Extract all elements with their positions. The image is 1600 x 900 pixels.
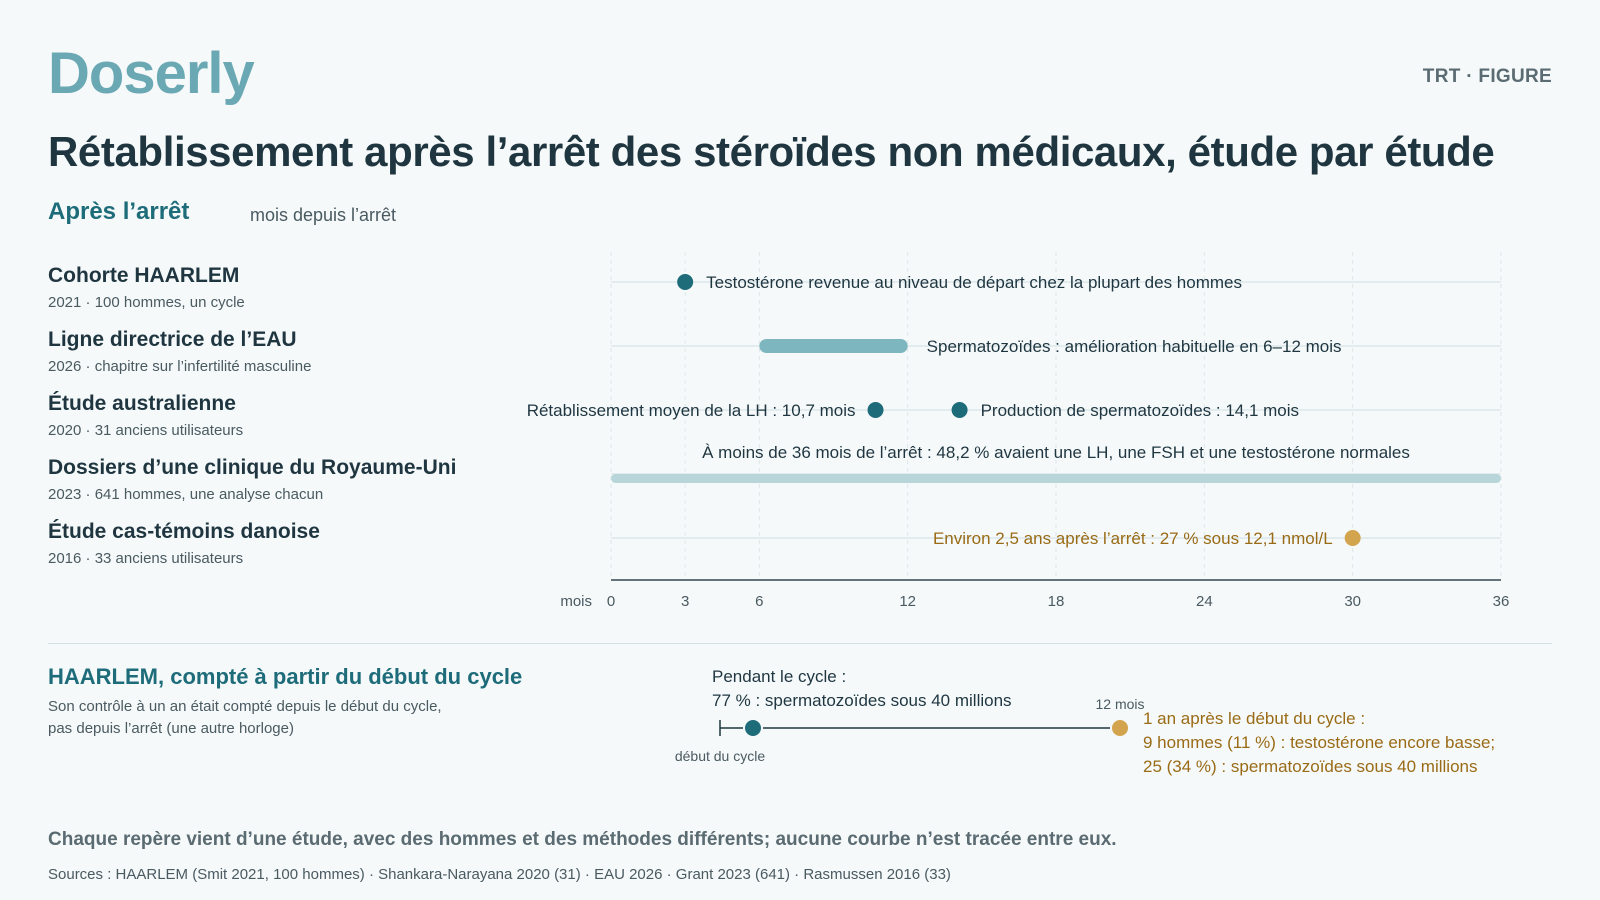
figure-tag: TRT · FIGURE (1422, 66, 1552, 87)
study-name: Étude cas-témoins danoise (48, 520, 320, 543)
data-range-bar (759, 339, 908, 353)
study-meta: 2026 · chapitre sur l’infertilité mascul… (48, 358, 312, 375)
study-name: Ligne directrice de l’EAU (48, 328, 297, 351)
x-axis-unit-label: mois (560, 593, 592, 610)
footer-note: Chaque repère vient d’une étude, avec de… (48, 829, 1117, 850)
x-tick-label: 36 (1493, 593, 1510, 610)
study-name: Étude australienne (48, 392, 236, 415)
data-label: Spermatozoïdes : amélioration habituelle… (927, 337, 1342, 356)
x-tick-label: 24 (1196, 593, 1213, 610)
study-meta: 2023 · 641 hommes, une analyse chacun (48, 486, 324, 503)
bottom-section-title: HAARLEM, compté à partir du début du cyc… (48, 664, 523, 689)
data-label: Testostérone revenue au niveau de départ… (706, 273, 1242, 292)
study-name: Cohorte HAARLEM (48, 264, 240, 287)
sources: Sources : HAARLEM (Smit 2021, 100 hommes… (48, 866, 951, 883)
cycle-start-label: début du cycle (675, 748, 765, 764)
data-point (677, 274, 694, 290)
section-title: Après l’arrêt (48, 198, 190, 225)
data-label: Production de spermatozoïdes : 14,1 mois (981, 401, 1299, 420)
data-label: Rétablissement moyen de la LH : 10,7 moi… (527, 401, 856, 420)
during-cycle-value: 77 % : spermatozoïdes sous 40 millions (712, 691, 1012, 710)
data-label: À moins de 36 mois de l’arrêt : 48,2 % a… (702, 443, 1410, 462)
one-year-point (1112, 720, 1128, 736)
data-range-bar (611, 474, 1501, 483)
x-tick-label: 18 (1048, 593, 1065, 610)
x-tick-label: 30 (1344, 593, 1361, 610)
x-tick-label: 6 (755, 593, 763, 610)
during-cycle-point (745, 720, 761, 736)
twelve-month-label: 12 mois (1095, 696, 1144, 712)
axis-caption: mois depuis l’arrêt (250, 205, 397, 225)
section-divider (48, 643, 1552, 644)
after-cycle-value: 9 hommes (11 %) : testostérone encore ba… (1143, 733, 1495, 752)
study-name: Dossiers d’une clinique du Royaume-Uni (48, 456, 457, 479)
during-cycle-label: Pendant le cycle : (712, 667, 846, 686)
data-point (951, 402, 968, 418)
after-cycle-label: 1 an après le début du cycle : (1143, 709, 1365, 728)
page-title: Rétablissement après l’arrêt des stéroïd… (48, 128, 1495, 175)
study-meta: 2021 · 100 hommes, un cycle (48, 294, 245, 311)
x-tick-label: 0 (607, 593, 615, 610)
brand-logo: Doserly (48, 41, 255, 106)
data-point (867, 402, 884, 418)
x-tick-label: 12 (899, 593, 916, 610)
study-meta: 2016 · 33 anciens utilisateurs (48, 550, 244, 567)
x-tick-label: 3 (681, 593, 689, 610)
after-cycle-value: 25 (34 %) : spermatozoïdes sous 40 milli… (1143, 757, 1478, 776)
data-point (1344, 530, 1361, 546)
study-meta: 2020 · 31 anciens utilisateurs (48, 422, 244, 439)
data-label: Environ 2,5 ans après l’arrêt : 27 % sou… (933, 529, 1333, 548)
bottom-section-note: Son contrôle à un an était compté depuis… (48, 698, 442, 737)
